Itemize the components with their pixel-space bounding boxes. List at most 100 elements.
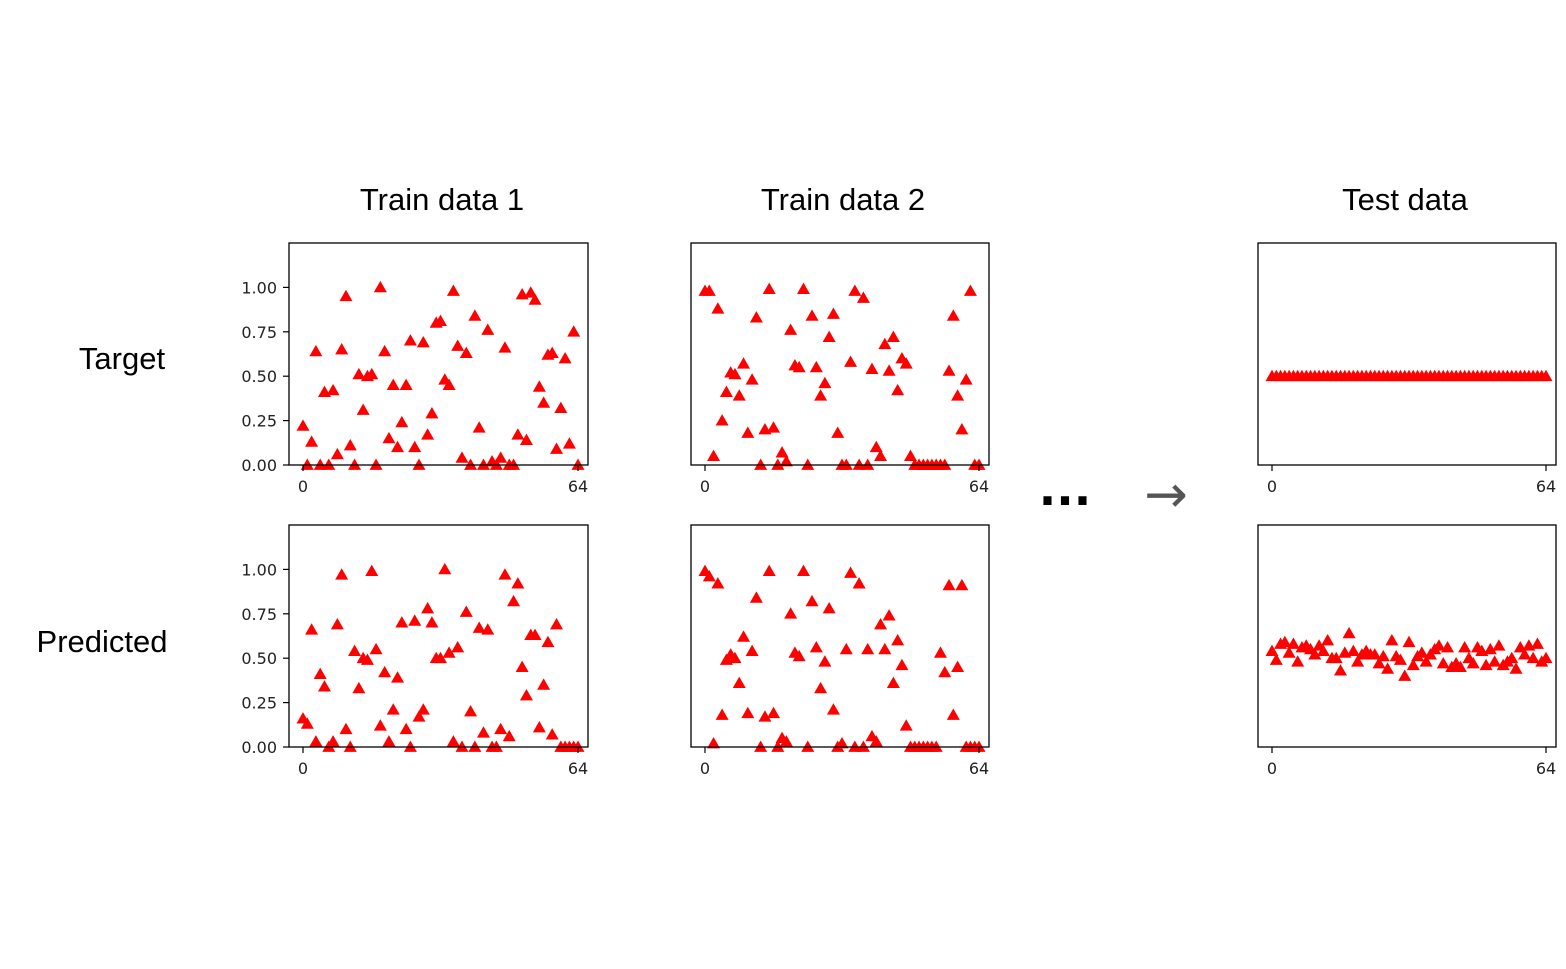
data-point <box>369 458 383 470</box>
data-point <box>1381 662 1395 674</box>
data-point <box>494 722 508 735</box>
data-point <box>1458 641 1472 653</box>
data-point <box>416 335 430 348</box>
data-point <box>955 422 969 435</box>
panel-train2-target: 0 64 <box>690 242 990 496</box>
data-point <box>524 286 538 298</box>
data-point <box>472 421 486 433</box>
data-point <box>511 428 525 440</box>
data-point <box>408 614 422 626</box>
data-point <box>719 385 733 398</box>
axes-frame <box>690 524 990 748</box>
data-point <box>775 446 789 458</box>
data-point <box>779 735 793 747</box>
y-tick-label: 0.75 <box>241 323 277 342</box>
data-point <box>1329 651 1343 664</box>
data-point <box>348 458 362 470</box>
y-tick-label: 0.75 <box>241 605 277 624</box>
x-tick-label: 0 <box>1267 759 1277 778</box>
data-point <box>1265 644 1279 656</box>
row-label-predicted: Predicted <box>37 624 168 659</box>
data-point <box>771 458 785 470</box>
data-point <box>550 442 564 454</box>
data-point <box>886 330 900 343</box>
data-point <box>481 623 495 635</box>
data-point <box>886 676 900 688</box>
points <box>296 562 585 752</box>
points <box>1265 626 1553 681</box>
panel-test-predicted: 0 64 <box>1257 524 1557 778</box>
data-point <box>1393 653 1407 665</box>
data-point <box>959 373 973 385</box>
data-point <box>1385 633 1399 646</box>
data-point <box>550 617 564 630</box>
data-point <box>1269 653 1283 665</box>
data-point <box>326 735 340 747</box>
data-point <box>425 406 439 419</box>
data-point <box>707 449 721 461</box>
data-point <box>309 735 323 747</box>
data-point <box>451 339 465 351</box>
panel-test-target: 0 64 <box>1257 242 1557 496</box>
y-tick-label: 0.50 <box>241 367 277 386</box>
data-point <box>758 710 772 722</box>
data-point <box>749 591 763 603</box>
data-point <box>1436 657 1450 669</box>
data-point <box>296 419 310 431</box>
data-point <box>861 458 875 470</box>
data-point <box>904 449 917 461</box>
data-point <box>373 280 387 293</box>
data-point <box>1492 639 1506 651</box>
data-point <box>528 293 542 305</box>
data-point <box>822 330 836 343</box>
data-point <box>425 616 439 628</box>
data-point <box>326 383 340 396</box>
data-point <box>446 735 460 747</box>
data-point <box>567 325 581 337</box>
data-point <box>711 577 725 589</box>
plots: 0 64 0.00 0.25 0.50 0.75 1.00 0 64 0 64 0 64 0.00 0.25… <box>241 242 1557 778</box>
data-point <box>745 373 759 385</box>
data-point <box>1526 651 1540 664</box>
data-point <box>946 309 960 321</box>
data-point <box>339 722 353 735</box>
data-point <box>434 314 447 327</box>
data-point <box>545 728 559 740</box>
data-point <box>784 607 798 619</box>
data-point <box>972 458 986 470</box>
data-point <box>796 282 810 295</box>
data-point <box>459 346 473 358</box>
data-point <box>313 458 327 470</box>
data-point <box>1316 644 1330 656</box>
x-tick-label: 64 <box>969 759 989 778</box>
data-point <box>421 601 435 614</box>
data-point <box>951 660 965 672</box>
data-point <box>835 736 849 749</box>
data-point <box>942 364 956 376</box>
axes-frame <box>690 242 990 466</box>
data-point <box>1286 637 1300 649</box>
data-point <box>339 289 353 302</box>
data-point <box>545 346 559 358</box>
data-point <box>762 564 776 577</box>
data-point <box>498 341 512 353</box>
data-point <box>438 562 452 575</box>
data-point <box>455 740 469 752</box>
data-point <box>511 577 525 589</box>
data-point <box>498 568 512 580</box>
data-point <box>1278 635 1292 648</box>
column-title-train1: Train data 1 <box>360 182 524 217</box>
data-point <box>938 458 952 470</box>
y-tick-label: 1.00 <box>241 278 277 297</box>
data-point <box>348 644 362 656</box>
x-tick-label: 64 <box>969 477 989 496</box>
data-point <box>737 630 751 642</box>
data-point <box>416 703 430 715</box>
data-point <box>779 454 793 467</box>
x-tick-label: 0 <box>298 477 308 496</box>
y-tick-label: 0.00 <box>241 738 277 757</box>
ellipsis: ... <box>1039 462 1091 516</box>
axes-frame <box>288 524 589 748</box>
data-point <box>1334 664 1347 676</box>
